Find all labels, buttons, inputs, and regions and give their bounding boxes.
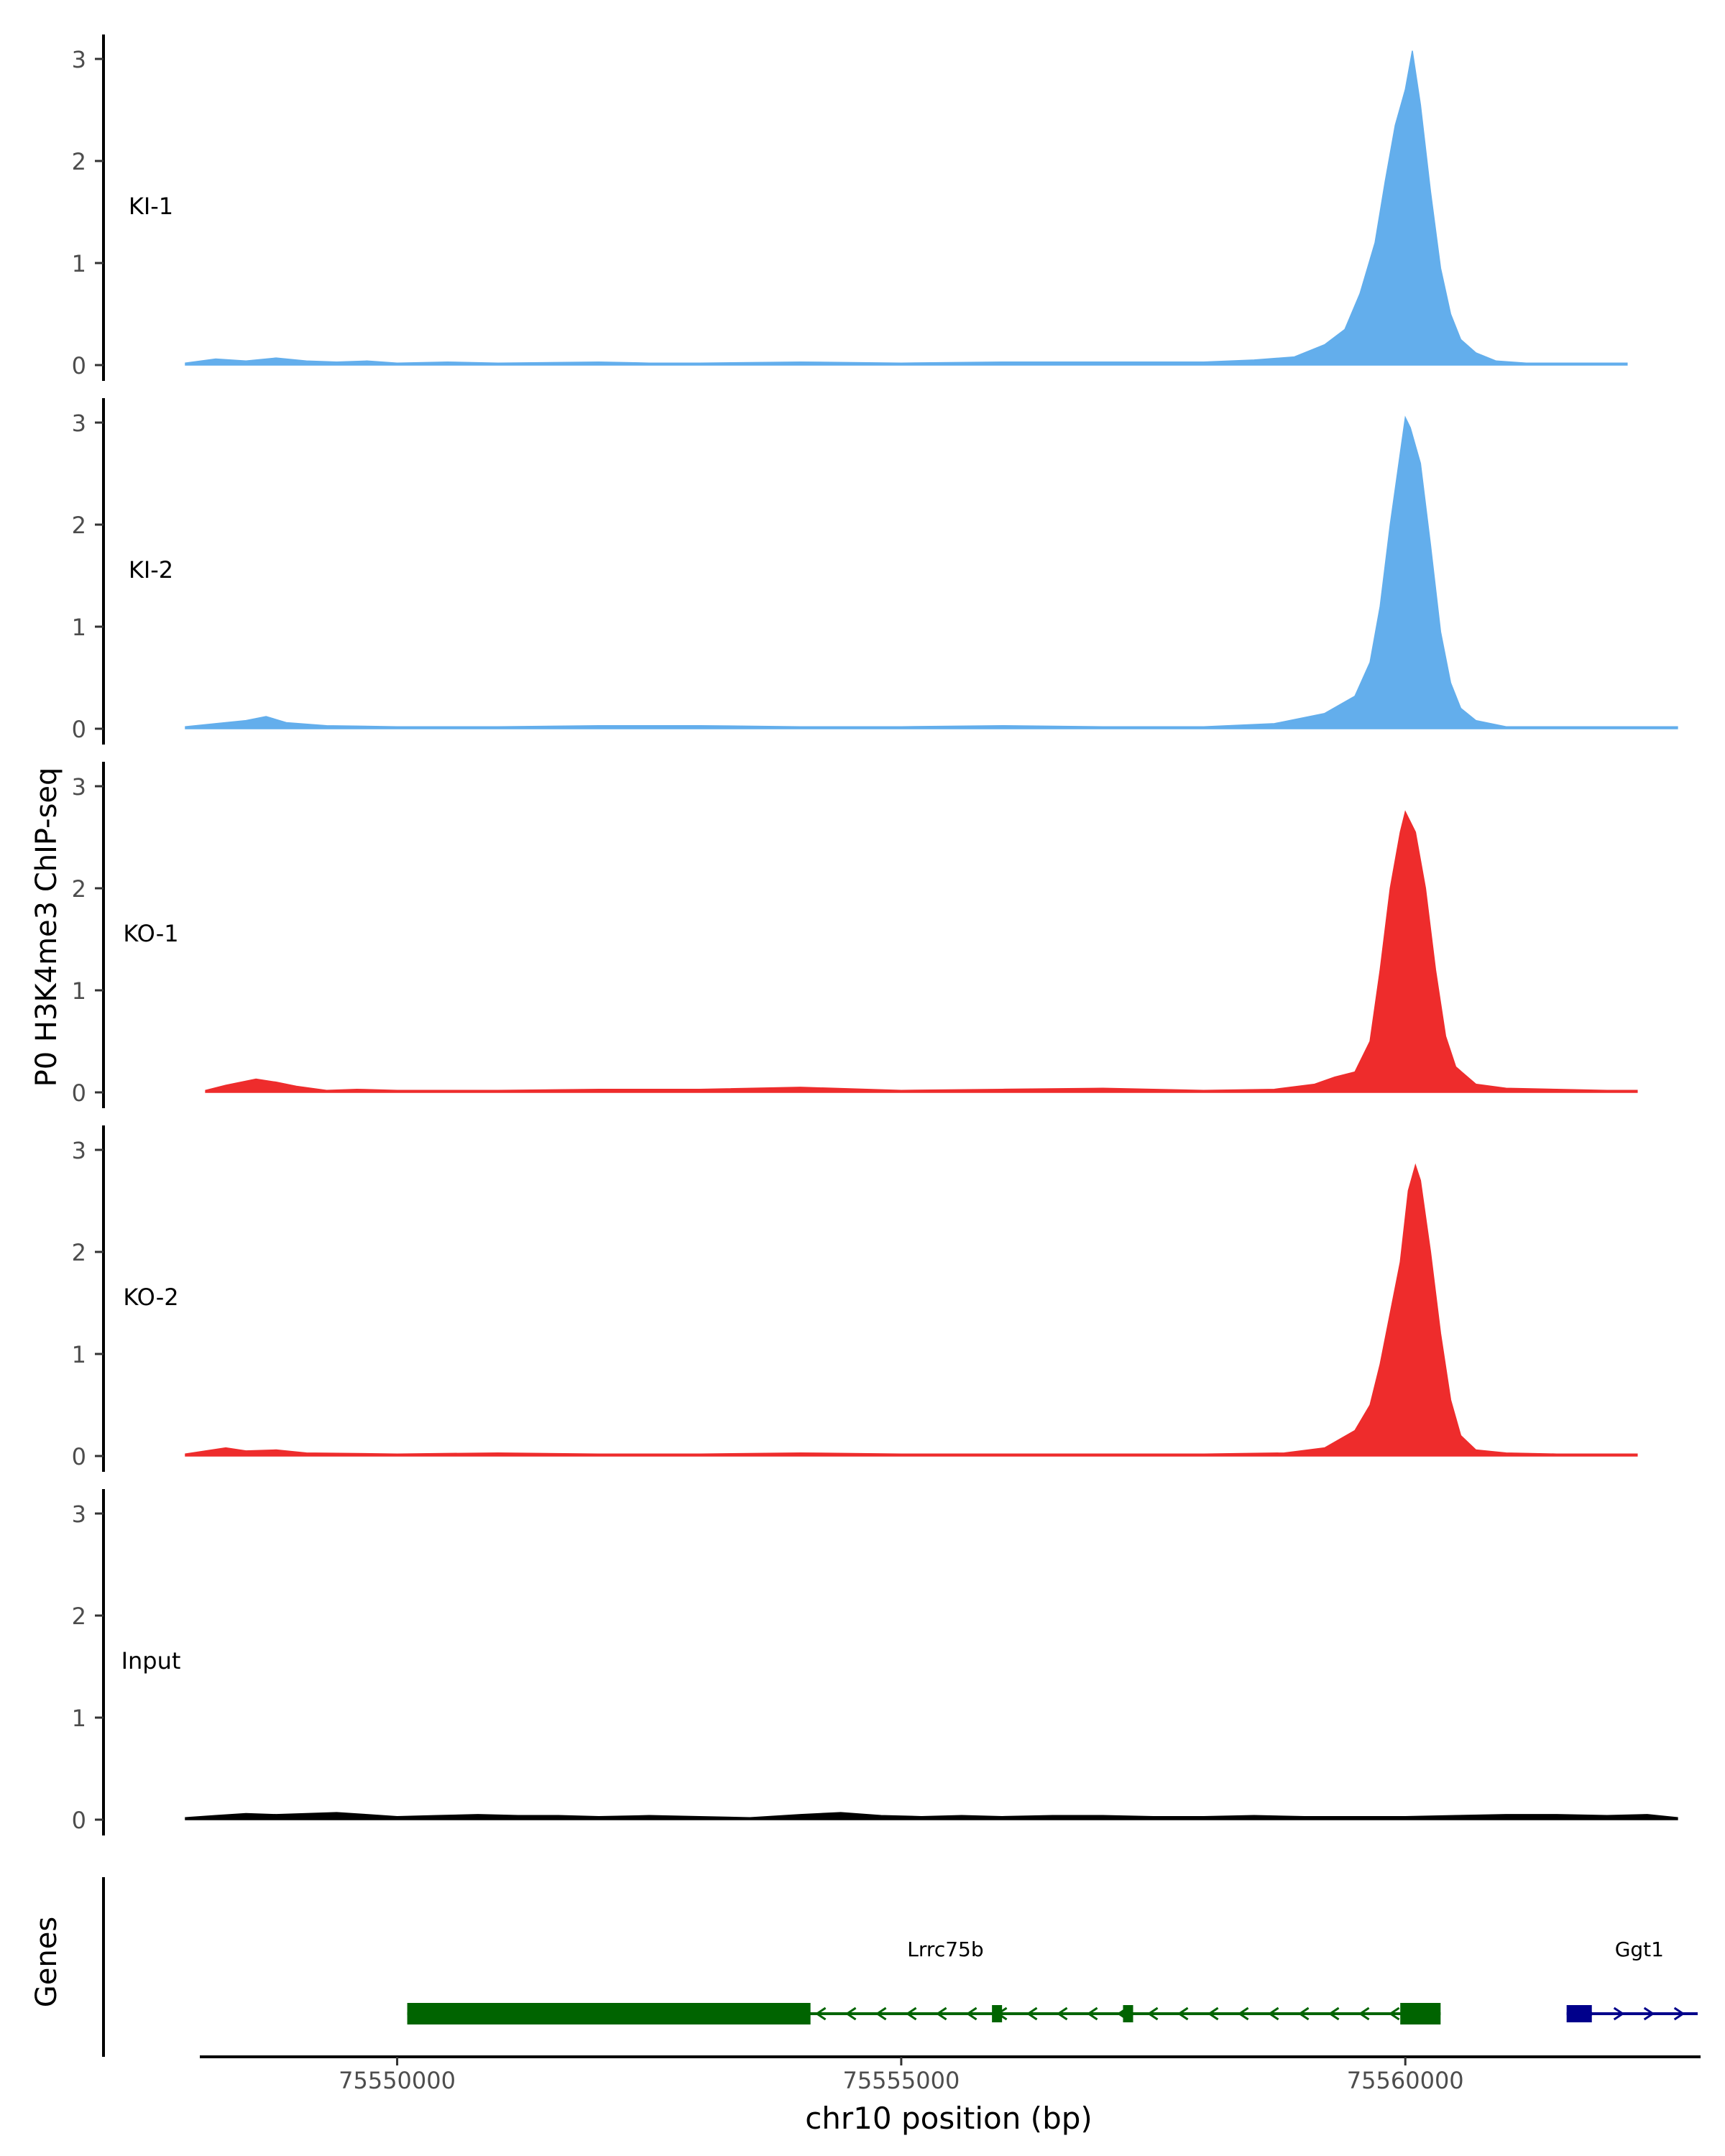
strand-chevron xyxy=(1207,2007,1219,2021)
strand-chevron xyxy=(1237,2007,1249,2021)
y-tick-label: 1 xyxy=(72,1705,86,1732)
y-tick-label: 2 xyxy=(72,1603,86,1630)
y-tick-label: 2 xyxy=(72,875,86,903)
strand-chevron xyxy=(814,2007,827,2021)
track-ki-1: 0 1 2 3 KI-1 xyxy=(72,34,1628,381)
strand-chevron xyxy=(1267,2007,1279,2021)
strand-chevron xyxy=(1026,2007,1038,2021)
strand-chevron xyxy=(1613,2007,1625,2021)
y-tick-label: 3 xyxy=(72,1501,86,1528)
strand-chevron xyxy=(935,2007,947,2021)
x-axis: 75550000 75555000 75560000 xyxy=(200,2055,1701,2094)
genes-axis-label: Genes xyxy=(30,1917,63,2007)
y-tick-label: 3 xyxy=(72,1137,86,1164)
y-tick-label: 1 xyxy=(72,977,86,1005)
y-tick-label: 3 xyxy=(72,773,86,801)
strand-chevron xyxy=(1358,2007,1370,2021)
gene-name-label: Lrrc75b xyxy=(907,1938,983,1961)
y-tick-label: 1 xyxy=(72,614,86,641)
y-tick-label: 2 xyxy=(72,512,86,539)
strand-chevron xyxy=(905,2007,917,2021)
y-tick-label: 0 xyxy=(72,1807,86,1834)
x-axis-label: chr10 position (bp) xyxy=(805,2101,1092,2136)
strand-chevron xyxy=(965,2007,978,2021)
track-input: 0 1 2 3 Input xyxy=(72,1489,1678,1835)
track-ko-2: 0 1 2 3 KO-2 xyxy=(72,1125,1638,1472)
tracks-layer: 0 1 2 3 KI-1 0 1 2 3 KI-2 0 1 2 3 KO-1 0 1 2 3 KO-2 0 1 2 3 Inpu… xyxy=(72,34,1678,1835)
y-axis-label: P0 H3K4me3 ChIP-seq xyxy=(30,768,63,1087)
y-tick-label: 3 xyxy=(72,410,86,437)
strand-chevron xyxy=(845,2007,857,2021)
signal-area-ko-1 xyxy=(205,810,1638,1093)
track-label: KO-1 xyxy=(123,920,178,947)
gene-exon xyxy=(992,2005,1003,2022)
gene-exon xyxy=(1123,2005,1133,2022)
track-label: KI-1 xyxy=(129,193,173,220)
strand-chevron xyxy=(1177,2007,1189,2021)
strand-chevron xyxy=(1086,2007,1098,2021)
y-tick-label: 0 xyxy=(72,1079,86,1107)
signal-area-ki-2 xyxy=(185,415,1678,729)
signal-area-ko-2 xyxy=(185,1163,1638,1457)
strand-chevron xyxy=(875,2007,887,2021)
gene-ggt1: Ggt1 xyxy=(1566,1938,1698,2022)
x-tick-label: 75560000 xyxy=(1347,2067,1464,2094)
strand-chevron xyxy=(1388,2007,1400,2021)
track-ki-2: 0 1 2 3 KI-2 xyxy=(72,398,1678,745)
strand-chevron xyxy=(1297,2007,1310,2021)
x-tick-label: 75550000 xyxy=(339,2067,456,2094)
y-tick-label: 0 xyxy=(72,716,86,743)
signal-area-input xyxy=(185,1812,1678,1820)
y-tick-label: 0 xyxy=(72,352,86,379)
gene-lrrc75b: Lrrc75b xyxy=(407,1938,1441,2024)
y-tick-label: 0 xyxy=(72,1443,86,1470)
gene-name-label: Ggt1 xyxy=(1615,1938,1664,1961)
genes-layer: Lrrc75b Ggt1 xyxy=(102,1877,1698,2057)
y-tick-label: 2 xyxy=(72,148,86,175)
x-tick-label: 75555000 xyxy=(842,2067,960,2094)
strand-chevron xyxy=(1056,2007,1068,2021)
gene-exon xyxy=(407,2003,811,2024)
track-label: Input xyxy=(121,1647,181,1674)
gene-exon xyxy=(1400,2003,1441,2024)
track-ko-1: 0 1 2 3 KO-1 xyxy=(72,762,1638,1108)
gene-exon xyxy=(1566,2005,1592,2022)
signal-area-ki-1 xyxy=(185,50,1628,366)
y-tick-label: 3 xyxy=(72,46,86,73)
y-tick-label: 2 xyxy=(72,1239,86,1266)
strand-chevron xyxy=(1643,2007,1655,2021)
y-tick-label: 1 xyxy=(72,1341,86,1368)
track-label: KO-2 xyxy=(123,1284,178,1311)
track-label: KI-2 xyxy=(129,556,173,584)
strand-chevron xyxy=(1328,2007,1340,2021)
y-tick-label: 1 xyxy=(72,250,86,277)
strand-chevron xyxy=(1146,2007,1159,2021)
strand-chevron xyxy=(1673,2007,1685,2021)
